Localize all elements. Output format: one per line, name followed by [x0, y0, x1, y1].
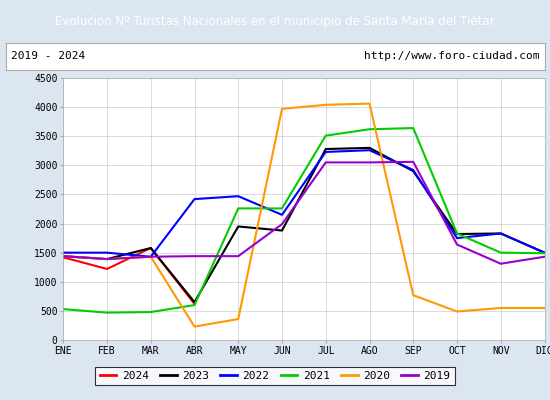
- Text: http://www.foro-ciudad.com: http://www.foro-ciudad.com: [364, 51, 539, 61]
- Text: 2019 - 2024: 2019 - 2024: [11, 51, 85, 61]
- Legend: 2024, 2023, 2022, 2021, 2020, 2019: 2024, 2023, 2022, 2021, 2020, 2019: [95, 366, 455, 386]
- Text: Evolucion Nº Turistas Nacionales en el municipio de Santa María del Tiétar: Evolucion Nº Turistas Nacionales en el m…: [55, 14, 495, 28]
